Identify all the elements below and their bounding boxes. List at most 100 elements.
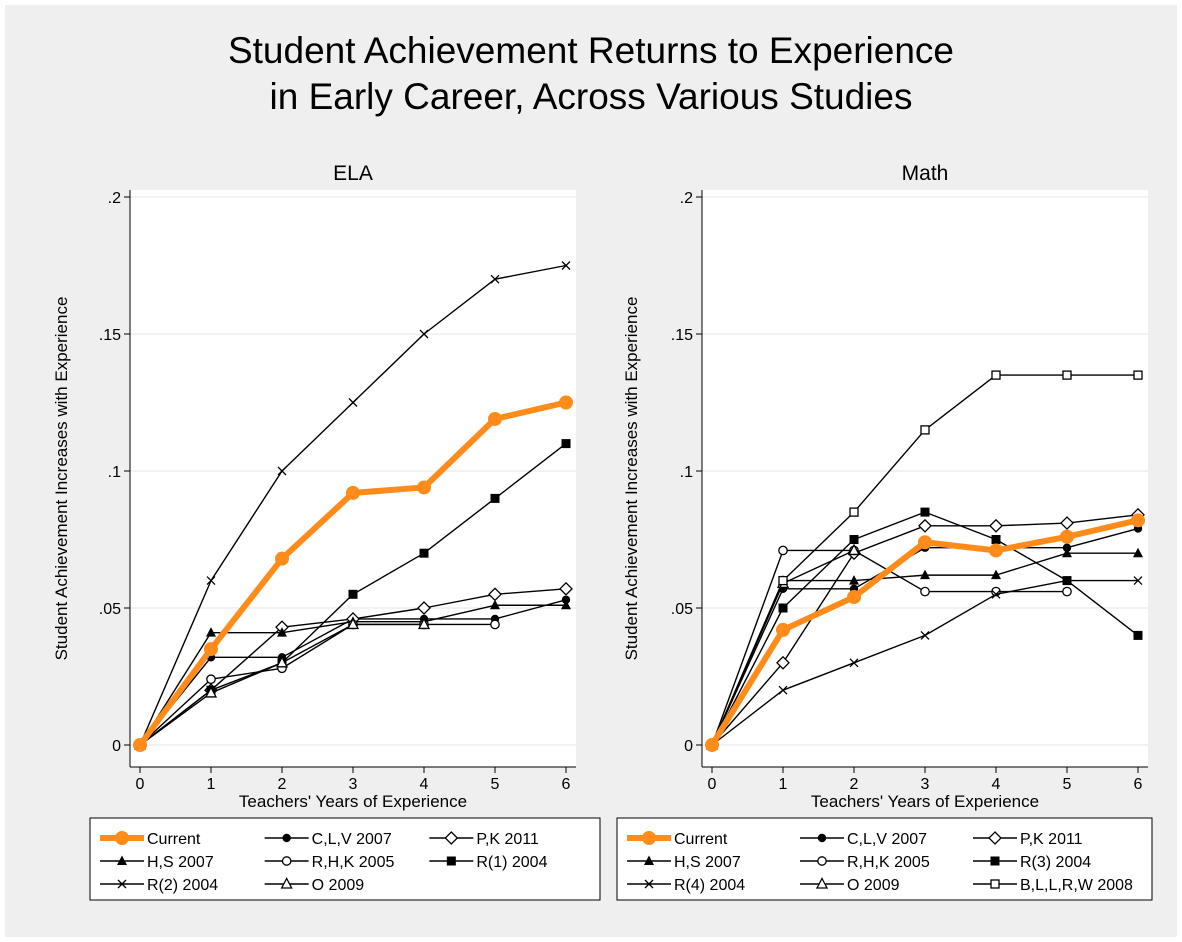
math-point-r-h-k-2005 <box>1062 586 1072 597</box>
ela-point-r-1-2004 <box>490 493 500 503</box>
ela-y-tick-label: .05 <box>99 601 121 618</box>
math-plot-region <box>702 190 1148 767</box>
math-legend-marker-c-l-v-2007 <box>817 833 827 843</box>
ela-legend-marker-r-1-2004 <box>446 856 456 866</box>
chart-canvas: Student Achievement Returns to Experienc… <box>52 30 1153 901</box>
ela-y-tick-label: .2 <box>108 190 121 207</box>
ela-x-tick-label: 1 <box>207 776 216 793</box>
ela-line-r-h-k-2005 <box>139 623 495 746</box>
ela-point-o-2009 <box>275 655 289 668</box>
math-legend-entry-c-l-v-2007: C,L,V 2007 <box>800 831 927 848</box>
ela-x-tick-label: 5 <box>491 776 500 793</box>
ela-legend-entry-o-2009: O 2009 <box>264 877 364 894</box>
math-point-h-s-2007 <box>991 569 1001 580</box>
ela-point-current <box>275 551 289 566</box>
math-point-r-3-2004 <box>920 507 930 517</box>
ela-point-current <box>417 480 431 495</box>
math-point-r-4-2004 <box>991 589 1001 599</box>
ela-point-current <box>133 738 147 752</box>
ela-legend-label-h-s-2007: H,S 2007 <box>147 854 214 871</box>
math-x-tick-label: 1 <box>779 776 788 793</box>
math-point-r-h-k-2005 <box>920 586 930 597</box>
math-point-b-l-l-r-w-2008 <box>991 370 1001 380</box>
ela-legend-entry-current: Current <box>100 831 201 848</box>
math-legend-marker-b-l-l-r-w-2008 <box>990 879 1000 889</box>
math-point-h-s-2007 <box>849 575 859 585</box>
ela-point-current <box>488 411 502 426</box>
ela-y-tick-label: 0 <box>112 738 121 755</box>
ela-panel: ELA 0 .05 .1 .15 .2 0 1 2 3 4 5 6 Teachers' Years of … <box>52 162 601 901</box>
math-point-r-4-2004 <box>1133 576 1143 586</box>
ela-point-r-1-2004 <box>419 548 429 558</box>
math-point-current <box>989 543 1003 558</box>
math-y-tick-label: 0 <box>684 738 693 755</box>
math-point-h-s-2007 <box>1062 547 1072 558</box>
math-point-p-k-2011 <box>989 518 1003 533</box>
math-legend-marker-current <box>642 831 656 845</box>
math-point-r-4-2004 <box>1062 576 1072 586</box>
ela-point-r-2-2004 <box>277 466 287 476</box>
ela-point-r-h-k-2005 <box>490 619 500 630</box>
ela-legend-label-r-1-2004: R(1) 2004 <box>476 854 547 871</box>
math-point-r-3-2004 <box>849 535 859 544</box>
math-legend-entry-r-3-2004: R(3) 2004 <box>973 854 1091 871</box>
math-point-current <box>918 535 932 550</box>
math-y-tick-label: .15 <box>671 327 693 344</box>
math-legend-marker-o-2009 <box>815 877 829 889</box>
math-legend-entry-h-s-2007: H,S 2007 <box>627 854 741 871</box>
main-title-line-1: Student Achievement Returns to Experienc… <box>228 30 954 71</box>
ela-legend-marker-current <box>115 831 129 845</box>
math-legend-marker-p-k-2011 <box>988 831 1002 845</box>
main-title-line-2: in Early Career, Across Various Studies <box>270 76 913 117</box>
math-legend-entry-r-4-2004: R(4) 2004 <box>627 877 745 894</box>
math-point-p-k-2011 <box>918 518 932 533</box>
math-point-r-3-2004 <box>778 603 788 613</box>
math-x-tick-label: 0 <box>708 776 717 793</box>
ela-plot-region <box>130 190 576 767</box>
ela-legend-entry-h-s-2007: H,S 2007 <box>100 854 214 871</box>
math-panel: Math 0 .05 .1 .15 .2 0 1 2 3 4 5 6 Teachers' Years of… <box>616 162 1153 901</box>
ela-legend-marker-r-h-k-2005 <box>281 856 292 866</box>
ela-legend-marker-p-k-2011 <box>444 831 459 845</box>
math-legend-label-b-l-l-r-w-2008: B,L,L,R,W 2008 <box>1020 877 1133 894</box>
ela-point-h-s-2007 <box>206 627 216 637</box>
ela-point-o-2009 <box>204 686 218 698</box>
math-legend-entry-o-2009: O 2009 <box>800 877 900 894</box>
math-legend-label-o-2009: O 2009 <box>847 877 900 894</box>
math-y-axis-label: Student Achievement Increases with Exper… <box>622 297 641 661</box>
ela-legend: Current C,L,V 2007 P,K 2011 H,S 2007 R,H,K 2… <box>89 817 601 901</box>
ela-legend-label-c-l-v-2007: C,L,V 2007 <box>312 831 392 848</box>
ela-panel-title: ELA <box>333 162 373 185</box>
math-point-b-l-l-r-w-2008 <box>1133 370 1143 380</box>
math-y-tick-label: .2 <box>680 190 693 207</box>
math-x-tick-label: 5 <box>1063 776 1072 793</box>
ela-point-r-2-2004 <box>561 261 571 270</box>
math-legend-entry-r-h-k-2005: R,H,K 2005 <box>800 854 930 871</box>
math-legend-entry-p-k-2011: P,K 2011 <box>973 831 1083 848</box>
math-point-r-4-2004 <box>849 658 859 668</box>
ela-point-current <box>204 642 218 657</box>
math-x-tick-label: 4 <box>992 776 1001 793</box>
math-point-current <box>1060 529 1074 544</box>
math-point-p-k-2011 <box>776 655 790 670</box>
math-legend-label-current: Current <box>674 831 728 848</box>
math-point-h-s-2007 <box>1133 547 1143 558</box>
ela-x-tick-label: 4 <box>420 776 429 793</box>
math-x-tick-label: 2 <box>850 776 859 793</box>
math-legend-label-r-3-2004: R(3) 2004 <box>1020 854 1091 871</box>
ela-legend-marker-r-2-2004 <box>117 879 127 889</box>
ela-x-tick-label: 2 <box>278 776 287 793</box>
ela-legend-marker-c-l-v-2007 <box>282 833 291 843</box>
math-point-p-k-2011 <box>1060 516 1074 530</box>
ela-legend-box <box>89 817 601 901</box>
math-point-b-l-l-r-w-2008 <box>849 507 859 517</box>
math-legend: Current C,L,V 2007 P,K 2011 H,S 2007 R,H,K 2… <box>616 817 1153 901</box>
ela-legend-entry-r-1-2004: R(1) 2004 <box>429 854 548 871</box>
math-x-axis-label: Teachers' Years of Experience <box>811 792 1039 811</box>
math-point-h-s-2007 <box>920 569 930 580</box>
ela-legend-marker-o-2009 <box>280 877 293 889</box>
math-point-r-h-k-2005 <box>778 545 788 556</box>
ela-y-axis-label: Student Achievement Increases with Exper… <box>52 297 71 661</box>
ela-point-r-2-2004 <box>490 274 500 284</box>
ela-point-o-2009 <box>417 617 431 630</box>
